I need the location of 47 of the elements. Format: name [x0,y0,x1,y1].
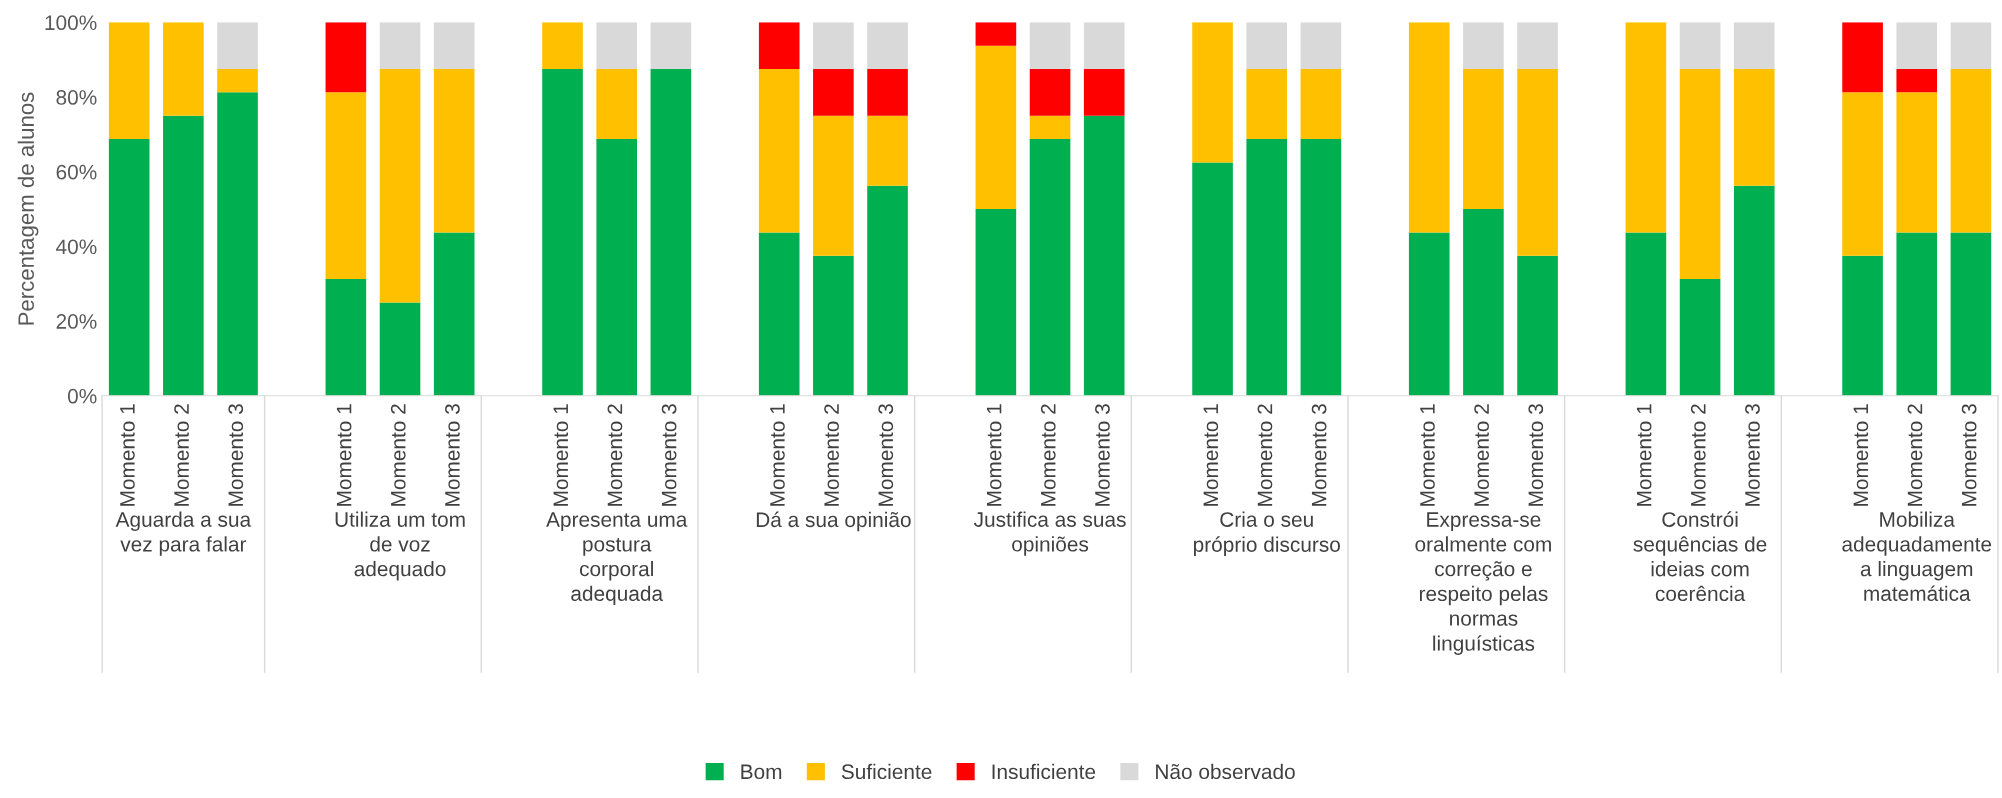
x-tick-label: Momento 3 [1961,404,1977,506]
x-tick-label: Momento 2 [1907,404,1923,506]
legend-label: Bom [741,764,782,780]
x-tick-label: Momento 2 [390,404,406,506]
x-tick-label: Momento 3 [1095,404,1110,506]
x-tick-label: Momento 2 [824,404,839,506]
x-tick-label: Momento 3 [878,404,894,506]
x-tick-label: Momento 1 [1203,404,1219,506]
x-tick-label: Momento 2 [1040,404,1056,506]
text: Constrói sequências de ideias com coerência [1633,511,1767,602]
x-tick-label: Momento 1 [336,404,352,506]
text: Expressa-se oralmente com correção e respeito pelas normas linguísticas [1415,512,1551,655]
text: Apresenta uma postura corporal adequada [546,512,688,606]
x-tick-label: Momento 2 [1257,404,1273,506]
x-tick-label: Momento 2 [174,404,189,506]
text: Utiliza um tom de voz adequado [335,511,465,581]
text: Justifica as suas opiniões [973,511,1126,556]
x-tick-label: Momento 1 [770,404,785,506]
x-tick-label: Momento 1 [1420,404,1435,506]
legend-label: Não observado [1156,763,1295,780]
x-tick-label: Momento 1 [986,404,1002,506]
x-tick-label: Momento 2 [1690,404,1706,506]
legend-label: Insuficiente [992,763,1096,780]
y-tick-label: 20% [56,314,97,329]
x-tick-label: Momento 1 [1853,404,1869,506]
x-tick-label: Momento 3 [1528,404,1544,506]
x-tick-label: Momento 1 [1636,404,1652,506]
legend-label: Suficiente [841,763,932,780]
x-tick-label: Momento 2 [1474,404,1489,506]
x-tick-label: Momento 3 [445,404,460,506]
x-tick-label: Momento 3 [661,404,677,506]
x-tick-label: Momento 3 [1745,404,1760,506]
x-tick-label: Momento 1 [120,404,135,506]
y-tick-label: 40% [56,239,97,255]
text: Aguarda a sua vez para falar [115,511,252,556]
y-tick-label: 60% [56,164,97,180]
x-tick-label: Momento 3 [228,404,244,506]
text: Mobiliza adequadamente a linguagem matemática [1842,511,1992,601]
x-tick-label: Momento 1 [553,404,569,506]
y-axis-title: Percentagem de alunos [17,92,39,325]
x-tick-label: Momento 2 [607,404,623,506]
y-tick-label: 80% [56,90,97,105]
y-tick-label: 100% [45,15,97,31]
x-tick-label: Momento 3 [1311,404,1327,506]
text: Dá a sua opinião [756,511,911,532]
y-tick-label: 0% [67,388,97,404]
text: Cria o seu próprio discurso [1193,511,1340,557]
